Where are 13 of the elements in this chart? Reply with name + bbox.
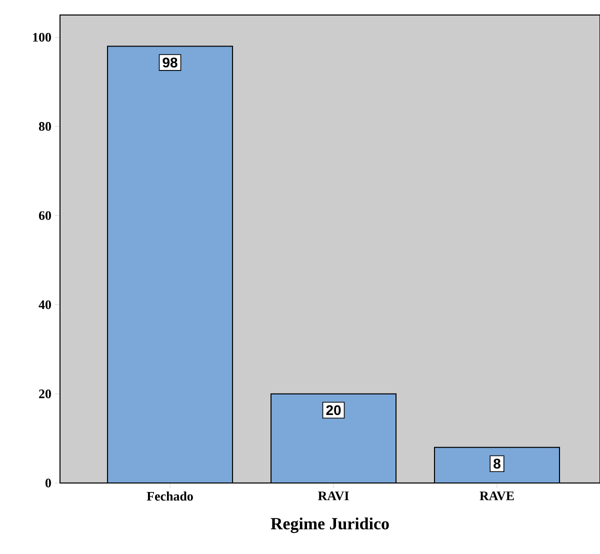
y-tick-label: 0 — [46, 478, 51, 488]
y-tick-label: 40 — [38, 300, 51, 310]
x-axis-title: Regime Juridico — [270, 517, 389, 533]
y-tick-label: 20 — [39, 389, 51, 398]
x-tick-label: RAVE — [480, 492, 514, 500]
y-tick-label: 100 — [33, 32, 51, 42]
data-label: 8 — [494, 458, 500, 469]
y-tick-label: 60 — [38, 211, 51, 220]
data-label: 98 — [162, 58, 178, 68]
x-tick-label: Fechado — [146, 492, 193, 501]
x-tick-label: RAVI — [318, 492, 349, 500]
y-tick-label: 80 — [38, 122, 51, 131]
data-label: 20 — [326, 405, 341, 416]
